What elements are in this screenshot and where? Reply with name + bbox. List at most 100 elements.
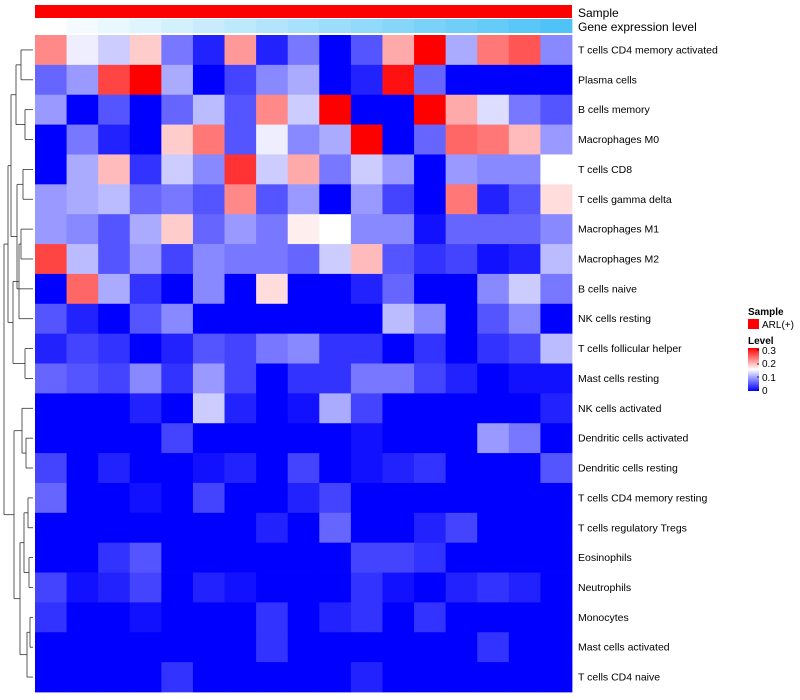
heatmap-cell [35,572,67,603]
heatmap-cell [129,184,162,215]
heatmap-cell [98,64,131,96]
row-label: T cells CD4 memory resting [578,492,707,504]
heatmap-cell [382,393,415,424]
gene-expression-annotation-cell [540,19,573,33]
heatmap-cell [540,423,573,454]
heatmap-cell [508,124,541,155]
heatmap-cell [445,423,478,454]
heatmap-cell [98,602,131,633]
heatmap-cell [350,214,383,245]
sample-annotation-label: Sample [578,6,619,20]
heatmap-cell [161,94,194,125]
heatmap-cell [256,333,289,364]
heatmap-cell [192,453,225,484]
heatmap-cell [477,632,510,663]
heatmap-cell [508,542,541,573]
row-label: T cells CD4 memory activated [578,44,718,56]
heatmap-cell [540,512,573,544]
heatmap-cell [382,482,415,514]
heatmap-cell [350,632,383,663]
heatmap-cell [66,64,99,96]
heatmap-cell [287,303,320,335]
heatmap-cell [287,423,320,454]
heatmap-cell [287,512,320,544]
row-label: T cells CD8 [578,164,632,176]
heatmap-cell [477,512,510,544]
heatmap-cell [382,662,415,693]
heatmap-cell [66,303,99,335]
heatmap-cell [319,35,352,66]
heatmap-cell [256,64,289,96]
heatmap-cell [224,94,257,125]
heatmap-cell [161,572,194,603]
heatmap-cell [129,244,162,275]
heatmap-cell [477,662,510,693]
legend-tick-label: 0.3 [762,346,776,357]
heatmap-cell [98,542,131,573]
heatmap-cell [161,333,194,364]
heatmap-cell [129,94,162,125]
heatmap-cell [287,124,320,155]
heatmap-cell [192,512,225,544]
heatmap-cell [129,35,162,66]
heatmap-cell [35,333,67,364]
heatmap-cell [192,244,225,275]
heatmap-cell [508,64,541,96]
heatmap-cell [35,542,67,573]
heatmap-cell [445,154,478,185]
heatmap-cell [256,303,289,335]
heatmap-cell [540,94,573,125]
heatmap-cell [414,333,447,364]
heatmap-cell [98,393,131,424]
heatmap-cell [35,632,67,663]
heatmap-cell [319,602,352,633]
legend-tick-label: 0 [762,386,768,397]
heatmap-cell [161,124,194,155]
heatmap-cell [350,423,383,454]
heatmap-cell [129,512,162,544]
heatmap-cell [350,662,383,693]
heatmap-cell [508,35,541,66]
sample-annotation-bar [35,5,572,18]
gene-expression-annotation-cell [350,19,383,33]
heatmap-cell [129,572,162,603]
heatmap-cell [540,572,573,603]
heatmap-cell [66,35,99,66]
heatmap-cell [382,303,415,335]
heatmap-cell [350,572,383,603]
heatmap-cell [161,244,194,275]
heatmap-cell [287,94,320,125]
heatmap-cell [98,632,131,663]
heatmap-cell [98,35,131,66]
heatmap-cell [414,35,447,66]
legend-tick-label: 0.2 [762,359,776,370]
heatmap-cell [287,453,320,484]
heatmap-cell [66,453,99,484]
row-label: T cells follicular helper [578,343,682,355]
heatmap-cell [161,35,194,66]
heatmap-cell [129,303,162,335]
heatmap-cell [224,453,257,484]
heatmap-cell [161,184,194,215]
row-label: T cells CD4 naive [578,672,660,684]
row-label: T cells regulatory Tregs [578,522,687,534]
heatmap-cell [287,333,320,364]
heatmap-cell [35,214,67,245]
heatmap-cell [382,35,415,66]
heatmap-cell [350,363,383,394]
heatmap-cell [192,393,225,424]
heatmap-cell [192,35,225,66]
gene-expression-annotation-cell [477,19,510,33]
heatmap-cell [98,244,131,275]
heatmap-cell [382,632,415,663]
heatmap-cell [445,632,478,663]
heatmap-cell [98,184,131,215]
heatmap-cell [508,273,541,305]
heatmap-cell [35,512,67,544]
heatmap-cell [98,124,131,155]
gene-expression-annotation-cell [66,19,99,33]
heatmap-cell [35,303,67,335]
heatmap-cell [256,363,289,394]
heatmap-cell [129,393,162,424]
